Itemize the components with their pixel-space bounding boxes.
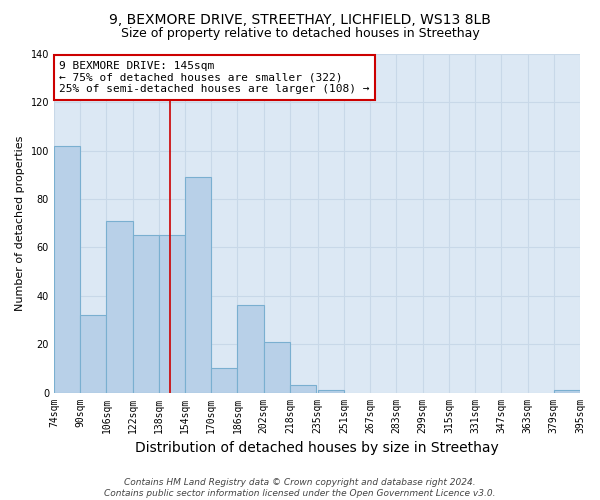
Text: Size of property relative to detached houses in Streethay: Size of property relative to detached ho… [121,28,479,40]
Bar [54,146,80,392]
Text: 9, BEXMORE DRIVE, STREETHAY, LICHFIELD, WS13 8LB: 9, BEXMORE DRIVE, STREETHAY, LICHFIELD, … [109,12,491,26]
Bar [263,342,290,392]
Bar [106,221,133,392]
Bar [238,306,263,392]
Bar [159,236,185,392]
Bar [318,390,344,392]
X-axis label: Distribution of detached houses by size in Streethay: Distribution of detached houses by size … [135,441,499,455]
Bar [185,178,211,392]
Y-axis label: Number of detached properties: Number of detached properties [15,136,25,311]
Bar [80,315,106,392]
Bar [554,390,580,392]
Text: 9 BEXMORE DRIVE: 145sqm
← 75% of detached houses are smaller (322)
25% of semi-d: 9 BEXMORE DRIVE: 145sqm ← 75% of detache… [59,61,370,94]
Text: Contains HM Land Registry data © Crown copyright and database right 2024.
Contai: Contains HM Land Registry data © Crown c… [104,478,496,498]
Bar [133,236,159,392]
Bar [290,386,316,392]
Bar [211,368,238,392]
